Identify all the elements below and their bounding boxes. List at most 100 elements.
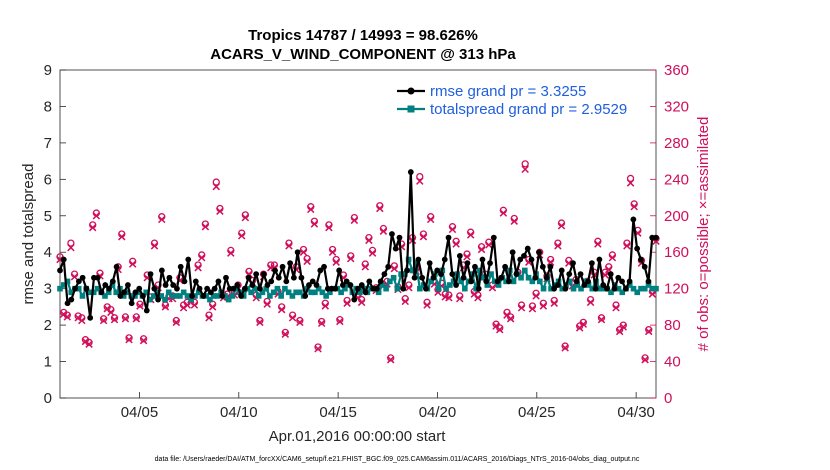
rmse-point	[264, 282, 271, 288]
obs-assimilated-marker	[645, 327, 653, 336]
obs-assimilated-marker	[488, 284, 497, 292]
rmse-point	[121, 289, 128, 296]
obs-assimilated-marker	[299, 248, 308, 256]
obs-assimilated-marker	[277, 305, 286, 314]
totalspread-point	[649, 285, 656, 292]
y-axis-label-left: rmse and totalspread	[20, 164, 37, 305]
obs-assimilated-marker	[307, 205, 315, 214]
totalspread-point	[574, 282, 581, 288]
obs-assimilated-marker	[332, 258, 340, 266]
rmse-point	[102, 282, 109, 288]
obs-assimilated-marker	[357, 298, 366, 307]
obs-assimilated-marker	[390, 264, 399, 273]
rmse-point	[445, 234, 452, 241]
totalspread-point	[525, 274, 532, 281]
obs-assimilated-marker	[594, 240, 602, 248]
rmse-point	[234, 282, 241, 288]
rmse-point	[611, 285, 618, 292]
rmse-point	[117, 293, 124, 299]
rmse-point	[475, 285, 482, 292]
obs-assimilated-marker	[336, 317, 344, 326]
rmse-point	[483, 278, 490, 285]
rmse-point	[336, 267, 343, 274]
obs-assimilated-marker	[107, 308, 115, 317]
rmse-point	[505, 278, 512, 285]
totalspread-point	[79, 293, 86, 299]
rmse-point	[588, 260, 595, 267]
rmse-point	[634, 245, 641, 252]
rmse-point	[434, 267, 441, 274]
rmse-point	[407, 169, 414, 175]
rmse-point	[547, 263, 554, 270]
chart-title-line2: ACARS_V_WIND_COMPONENT @ 313 hPa	[210, 46, 516, 63]
obs-assimilated-marker	[477, 245, 486, 254]
rmse-point	[170, 282, 177, 288]
rmse-point	[200, 293, 207, 299]
y-tick-label-right: 0	[664, 390, 672, 407]
totalspread-point	[135, 289, 142, 296]
rmse-point	[294, 249, 301, 256]
obs-possible-marker	[576, 322, 584, 330]
obs-assimilated-marker	[325, 223, 333, 232]
obs-assimilated-marker	[125, 335, 133, 344]
rmse-point	[162, 282, 169, 288]
totalspread-point	[477, 267, 483, 274]
totalspread-point	[124, 289, 131, 296]
obs-assimilated-marker	[485, 241, 493, 249]
y-tick-label-right: 40	[664, 354, 681, 371]
rmse-point	[630, 216, 637, 223]
obs-assimilated-marker	[128, 260, 137, 268]
obs-assimilated-marker	[376, 204, 384, 213]
rmse-point	[592, 285, 599, 292]
totalspread-point	[589, 285, 596, 292]
totalspread-point	[293, 289, 299, 296]
axis-ticks: 0 1 2 3 4 5 6 7 8 9 0 40 80 120 160 200 240 280 320 360 04/0…	[44, 62, 689, 421]
rmse-point	[498, 274, 505, 281]
totalspread-point	[75, 285, 82, 292]
obs-possible-marker	[121, 313, 130, 321]
totalspread-point	[120, 293, 127, 299]
totalspread-point	[169, 293, 176, 299]
rmse-point	[464, 260, 471, 267]
obs-possible-marker	[579, 318, 587, 327]
obs-assimilated-marker	[216, 207, 224, 215]
obs-assimilated-marker	[328, 248, 337, 256]
rmse-point	[75, 278, 82, 285]
obs-assimilated-marker	[150, 242, 159, 250]
totalspread-point	[150, 293, 157, 299]
obs-assimilated-marker	[554, 242, 562, 250]
rmse-point	[238, 293, 244, 299]
obs-assimilated-marker	[539, 302, 548, 310]
obs-assimilated-marker	[626, 179, 635, 187]
totalspread-point	[551, 282, 558, 288]
x-tick-label: 04/05	[121, 404, 159, 421]
rmse-point	[223, 274, 229, 281]
obs-assimilated-marker	[641, 356, 649, 364]
y-tick-label-left: 9	[44, 62, 52, 79]
y-tick-label-left: 3	[44, 281, 52, 298]
obs-assimilated-marker	[623, 242, 631, 250]
totalspread-point	[548, 285, 554, 292]
obs-assimilated-marker	[121, 315, 130, 323]
obs-assimilated-marker	[183, 301, 191, 309]
rmse-point	[381, 271, 388, 277]
rmse-point	[219, 293, 226, 299]
rmse-point	[351, 296, 358, 303]
y-tick-label-left: 4	[44, 244, 52, 261]
totalspread-point	[615, 285, 622, 292]
totalspread-point	[540, 285, 547, 292]
totalspread-point	[510, 278, 517, 285]
obs-assimilated-marker	[579, 320, 588, 328]
obs-assimilated-marker	[557, 222, 566, 230]
totalspread-point	[626, 282, 633, 288]
totalspread-point	[147, 296, 153, 303]
rmse-point	[577, 271, 584, 277]
totalspread-point	[581, 278, 588, 285]
rmse-point	[249, 282, 256, 288]
totalspread-point	[165, 289, 172, 296]
rmse-point	[460, 274, 467, 281]
totalspread-point	[402, 271, 408, 277]
obs-assimilated-marker	[139, 336, 148, 345]
totalspread-point	[342, 285, 348, 292]
